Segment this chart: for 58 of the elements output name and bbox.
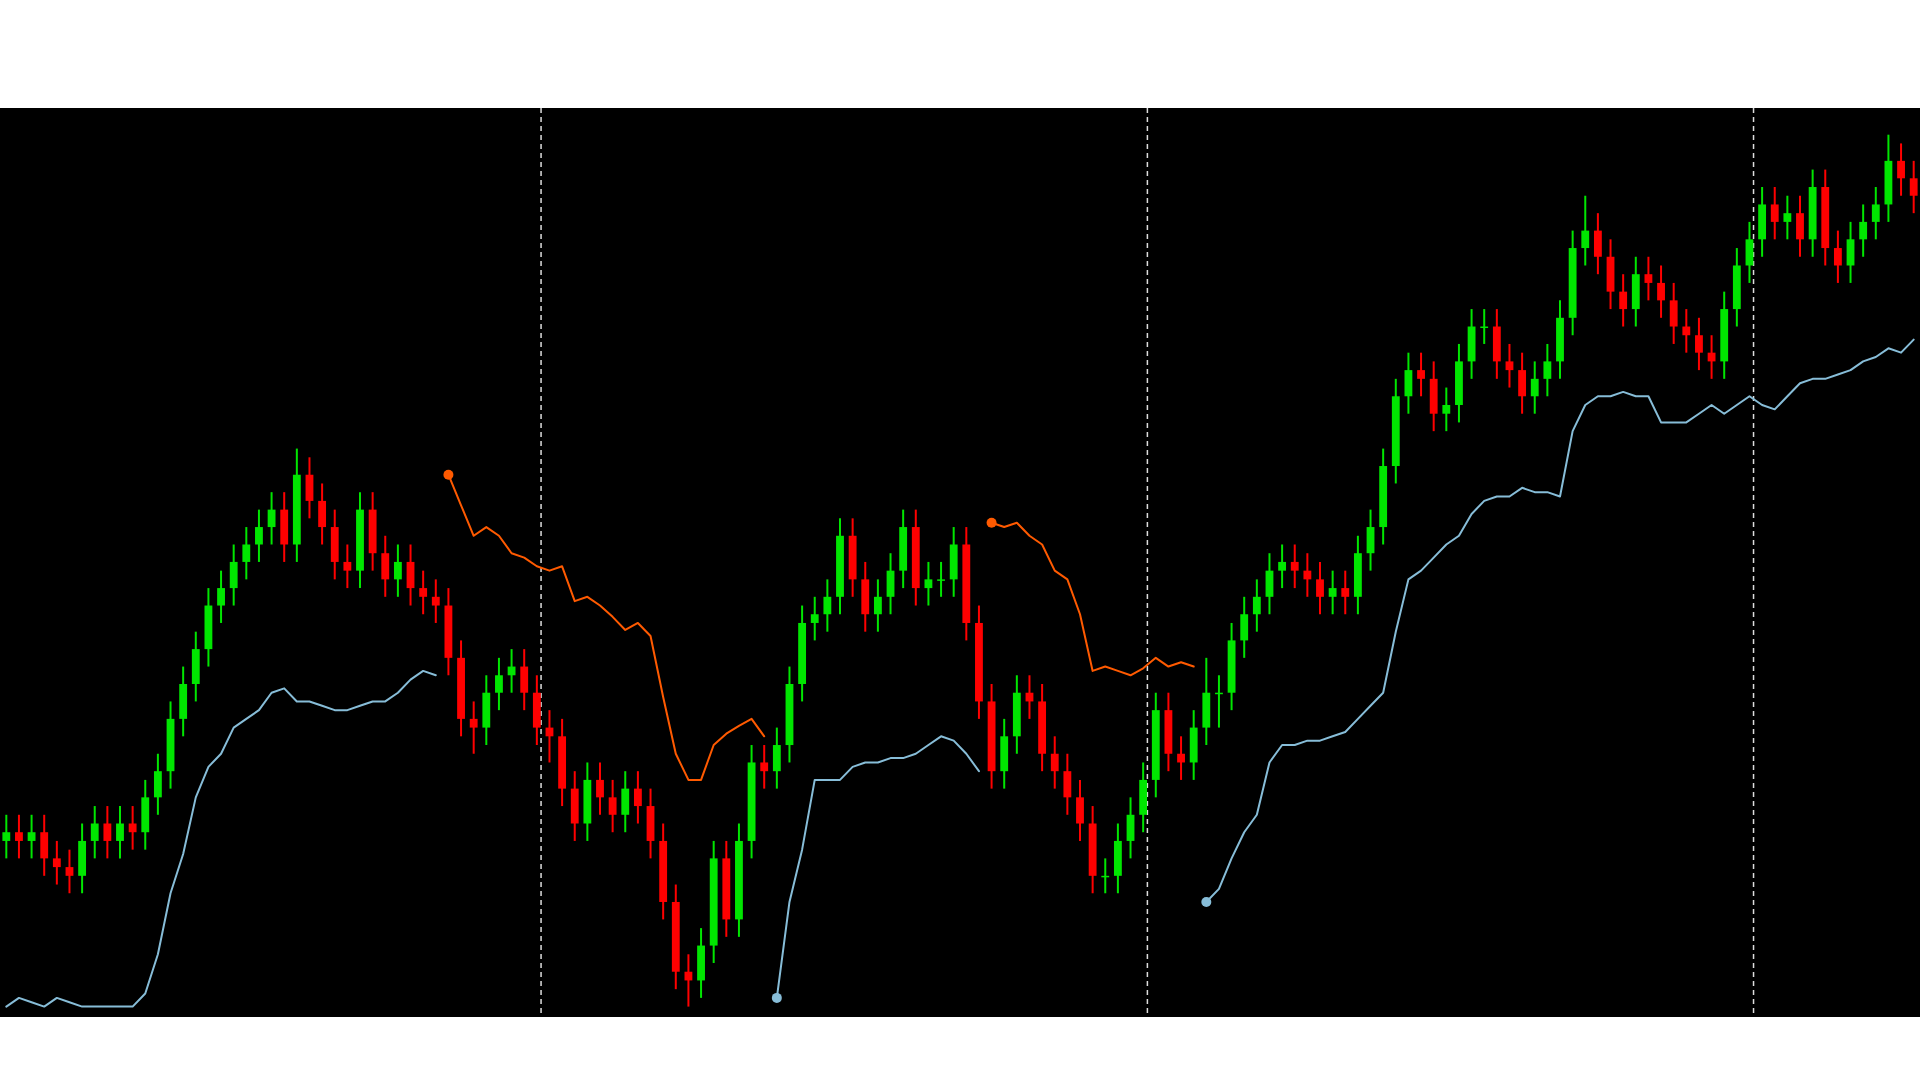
candlestick xyxy=(217,569,225,624)
candlestick xyxy=(1770,186,1779,241)
candlestick xyxy=(15,813,23,860)
candlestick xyxy=(937,560,945,598)
candlestick xyxy=(1619,273,1628,328)
candlestick xyxy=(1050,735,1059,790)
candlestick xyxy=(633,770,642,825)
candlestick xyxy=(1695,316,1703,372)
candlestick xyxy=(2,813,11,860)
candlestick xyxy=(1897,142,1905,197)
candlestick xyxy=(242,526,251,581)
candlestick xyxy=(1505,342,1514,389)
candlestick xyxy=(52,839,61,886)
candlestick xyxy=(128,805,137,851)
candlestick xyxy=(1581,194,1590,267)
candlestick xyxy=(116,805,124,860)
candlestick xyxy=(65,848,74,895)
candlestick xyxy=(1328,569,1337,616)
point xyxy=(1201,896,1212,907)
point xyxy=(986,517,997,528)
candlestick xyxy=(1543,342,1552,398)
candlestick xyxy=(1290,543,1299,590)
candlestick xyxy=(608,778,617,834)
candlestick xyxy=(419,569,428,616)
candlestick xyxy=(760,744,769,790)
candlestick xyxy=(1316,560,1324,616)
candlestick xyxy=(1341,569,1350,616)
candlestick xyxy=(27,813,36,860)
candlestick xyxy=(90,805,99,860)
candlestick xyxy=(1177,735,1185,781)
candlestick xyxy=(469,700,478,755)
candlestick xyxy=(596,761,604,816)
candlestick xyxy=(1644,255,1653,302)
candlestick xyxy=(1859,203,1868,258)
candlestick xyxy=(1303,552,1312,598)
candlestick xyxy=(823,578,832,633)
candlestick xyxy=(1783,194,1792,241)
candlestick xyxy=(431,578,440,624)
candlestick xyxy=(924,560,933,607)
candlestick xyxy=(1909,159,1918,215)
candlestick xyxy=(1657,264,1665,319)
candlestick xyxy=(1871,186,1880,241)
candlestick xyxy=(810,595,819,642)
point xyxy=(771,992,782,1003)
candlestick xyxy=(1530,360,1539,415)
candlestick xyxy=(1252,578,1261,633)
candlestick xyxy=(495,656,503,712)
candlestick xyxy=(1278,543,1287,590)
candlestick xyxy=(255,508,263,563)
candlestick xyxy=(103,805,112,860)
candlestick xyxy=(1833,229,1842,284)
candlestick xyxy=(873,578,882,633)
candlestick xyxy=(1682,308,1691,354)
point xyxy=(443,469,454,480)
candlestick xyxy=(343,543,352,590)
candlestick xyxy=(1442,386,1451,433)
candlestick xyxy=(393,543,402,598)
candlestick xyxy=(1417,351,1425,398)
